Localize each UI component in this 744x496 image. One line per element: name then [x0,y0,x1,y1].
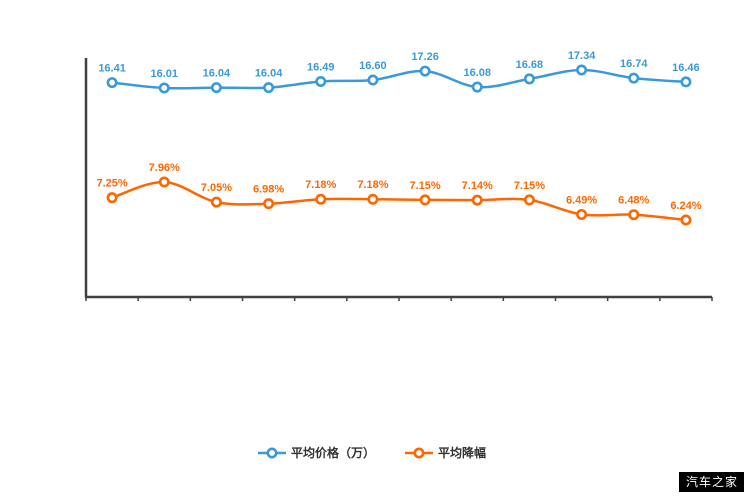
data-point-marker [263,82,275,94]
data-point-marker [680,214,692,226]
data-point-label: 16.60 [359,60,387,72]
data-point-marker [367,74,379,86]
data-point-label: 16.41 [98,63,126,75]
legend-marker-blue-icon [257,447,286,459]
data-point-marker [106,77,118,89]
data-point-marker [210,82,222,94]
data-point-label: 7.15% [514,180,545,192]
data-point-label: 17.34 [568,50,596,62]
data-point-label: 17.26 [411,51,439,63]
data-point-marker [628,209,640,221]
legend-item-avg-price[interactable]: 平均价格（万） [257,446,375,460]
data-point-label: 16.04 [203,68,231,80]
data-point-marker [471,194,483,206]
data-point-label: 16.68 [516,59,544,71]
data-point-marker [367,193,379,205]
data-point-marker [628,72,640,84]
data-point-label: 16.49 [307,62,335,74]
data-point-label: 7.14% [462,180,493,192]
data-point-label: 6.49% [566,194,597,206]
data-point-marker [471,81,483,93]
chart-legend: 平均价格（万） 平均降幅 [0,442,744,464]
data-point-label: 7.18% [357,179,388,191]
legend-label-avg-discount: 平均降幅 [438,446,487,460]
data-point-marker [158,176,170,188]
data-point-marker [419,194,431,206]
data-point-marker [523,73,535,85]
data-point-label: 7.96% [149,162,180,174]
legend-label-avg-price: 平均价格（万） [290,446,375,460]
data-point-marker [419,65,431,77]
data-point-label: 7.25% [96,178,127,190]
data-point-marker [680,76,692,88]
data-point-marker [315,76,327,88]
data-point-marker [315,193,327,205]
watermark-autohome: 汽车之家 [678,472,744,492]
data-point-label: 7.15% [409,180,440,192]
data-point-marker [263,198,275,210]
data-point-label: 7.18% [305,179,336,191]
data-point-label: 16.04 [255,68,283,80]
data-point-label: 16.08 [463,67,491,79]
legend-item-avg-discount[interactable]: 平均降幅 [405,447,486,459]
data-point-label: 16.01 [150,68,178,80]
data-point-label: 16.46 [672,62,700,74]
data-point-marker [210,196,222,208]
data-point-marker [576,64,588,76]
series-line-1 [111,180,687,222]
data-point-label: 16.74 [620,58,648,70]
series-line-0 [111,68,686,90]
data-point-marker [576,208,588,220]
data-point-label: 6.48% [618,195,649,207]
data-point-marker [158,82,170,94]
data-point-label: 6.98% [253,184,284,196]
data-point-label: 6.24% [670,200,701,212]
data-point-label: 7.05% [201,182,232,194]
legend-marker-orange-icon [405,447,433,459]
data-point-marker [106,192,118,204]
data-point-marker [523,194,535,206]
